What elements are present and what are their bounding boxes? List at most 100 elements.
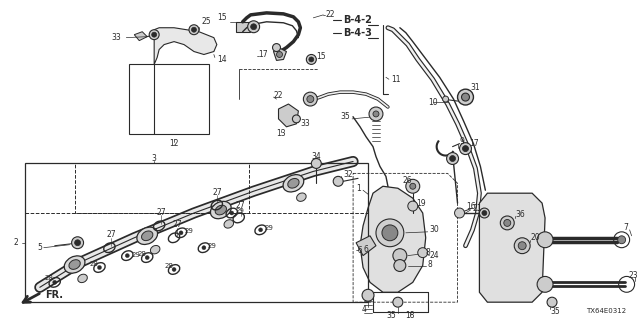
Text: 13: 13 <box>276 129 286 138</box>
Text: 27: 27 <box>107 230 116 239</box>
Circle shape <box>248 21 260 33</box>
Circle shape <box>373 111 379 117</box>
Text: 30: 30 <box>429 225 440 234</box>
Text: 29: 29 <box>236 208 244 214</box>
Bar <box>75 164 249 213</box>
Ellipse shape <box>150 245 160 254</box>
Text: B-4-3: B-4-3 <box>343 28 372 38</box>
Text: 22: 22 <box>325 10 335 20</box>
Polygon shape <box>479 193 545 302</box>
Circle shape <box>449 156 456 162</box>
Bar <box>129 64 209 134</box>
Circle shape <box>537 276 553 292</box>
Text: B-4-2: B-4-2 <box>343 15 372 25</box>
Ellipse shape <box>283 175 304 192</box>
Text: 14: 14 <box>217 55 227 64</box>
Circle shape <box>52 280 57 284</box>
Circle shape <box>376 219 404 247</box>
Text: 27: 27 <box>236 201 246 210</box>
Circle shape <box>276 52 282 58</box>
Text: 7: 7 <box>623 223 628 232</box>
Text: 17: 17 <box>470 139 479 148</box>
Ellipse shape <box>288 179 299 188</box>
Bar <box>25 213 368 302</box>
Ellipse shape <box>69 260 80 269</box>
Text: 16: 16 <box>466 202 476 211</box>
Polygon shape <box>360 186 426 292</box>
Circle shape <box>307 96 314 102</box>
Circle shape <box>259 228 262 232</box>
Circle shape <box>292 115 300 123</box>
Circle shape <box>454 208 465 218</box>
Text: 36: 36 <box>515 210 525 219</box>
Circle shape <box>230 211 234 215</box>
Text: 17: 17 <box>259 50 268 59</box>
Text: 28: 28 <box>45 276 54 281</box>
Circle shape <box>418 248 428 258</box>
Text: 28: 28 <box>90 260 99 267</box>
Text: 6: 6 <box>363 245 368 254</box>
Ellipse shape <box>215 205 227 215</box>
Text: TX64E0312: TX64E0312 <box>586 308 627 314</box>
Circle shape <box>145 256 149 260</box>
Text: 29: 29 <box>131 252 140 258</box>
Text: 4: 4 <box>361 305 366 314</box>
Polygon shape <box>134 32 147 41</box>
Ellipse shape <box>137 227 157 244</box>
Circle shape <box>273 44 280 52</box>
Circle shape <box>125 254 129 258</box>
Circle shape <box>393 297 403 307</box>
Text: 19: 19 <box>416 199 426 208</box>
Text: 21: 21 <box>472 204 482 212</box>
Circle shape <box>463 146 468 152</box>
Text: 27: 27 <box>156 208 166 217</box>
Text: 33: 33 <box>300 119 310 128</box>
Text: 33: 33 <box>111 33 122 42</box>
Ellipse shape <box>78 274 87 283</box>
Text: 5: 5 <box>37 243 42 252</box>
Text: 1: 1 <box>356 184 361 193</box>
Circle shape <box>362 289 374 301</box>
Text: 12: 12 <box>170 139 179 148</box>
Circle shape <box>410 183 416 189</box>
Circle shape <box>189 25 199 35</box>
Circle shape <box>251 24 257 30</box>
Bar <box>236 22 250 32</box>
Circle shape <box>149 30 159 40</box>
Circle shape <box>369 107 383 121</box>
Polygon shape <box>154 28 217 64</box>
Ellipse shape <box>296 193 306 201</box>
Text: 27: 27 <box>172 220 182 229</box>
Circle shape <box>72 237 84 249</box>
Circle shape <box>504 220 511 226</box>
Text: 34: 34 <box>312 152 321 161</box>
Polygon shape <box>273 48 287 60</box>
Circle shape <box>460 143 472 155</box>
Circle shape <box>461 93 470 101</box>
Circle shape <box>482 211 487 215</box>
Circle shape <box>406 179 420 193</box>
Ellipse shape <box>141 231 153 241</box>
Text: 23: 23 <box>628 271 638 280</box>
Text: 29: 29 <box>264 225 273 231</box>
Circle shape <box>394 260 406 271</box>
Circle shape <box>309 57 314 62</box>
Circle shape <box>75 240 81 246</box>
Text: 9: 9 <box>460 137 465 146</box>
Text: 11: 11 <box>391 75 401 84</box>
Text: 28: 28 <box>137 251 146 257</box>
Text: 35: 35 <box>386 310 396 320</box>
Polygon shape <box>278 104 298 127</box>
Circle shape <box>458 89 474 105</box>
Text: 29: 29 <box>208 243 217 249</box>
Circle shape <box>500 216 514 230</box>
Circle shape <box>172 268 176 271</box>
Circle shape <box>518 242 526 250</box>
Text: 3: 3 <box>152 154 157 163</box>
Text: 29: 29 <box>185 228 194 234</box>
Ellipse shape <box>64 256 85 273</box>
Circle shape <box>447 153 458 164</box>
Circle shape <box>408 201 418 211</box>
Polygon shape <box>356 236 376 256</box>
Circle shape <box>547 297 557 307</box>
